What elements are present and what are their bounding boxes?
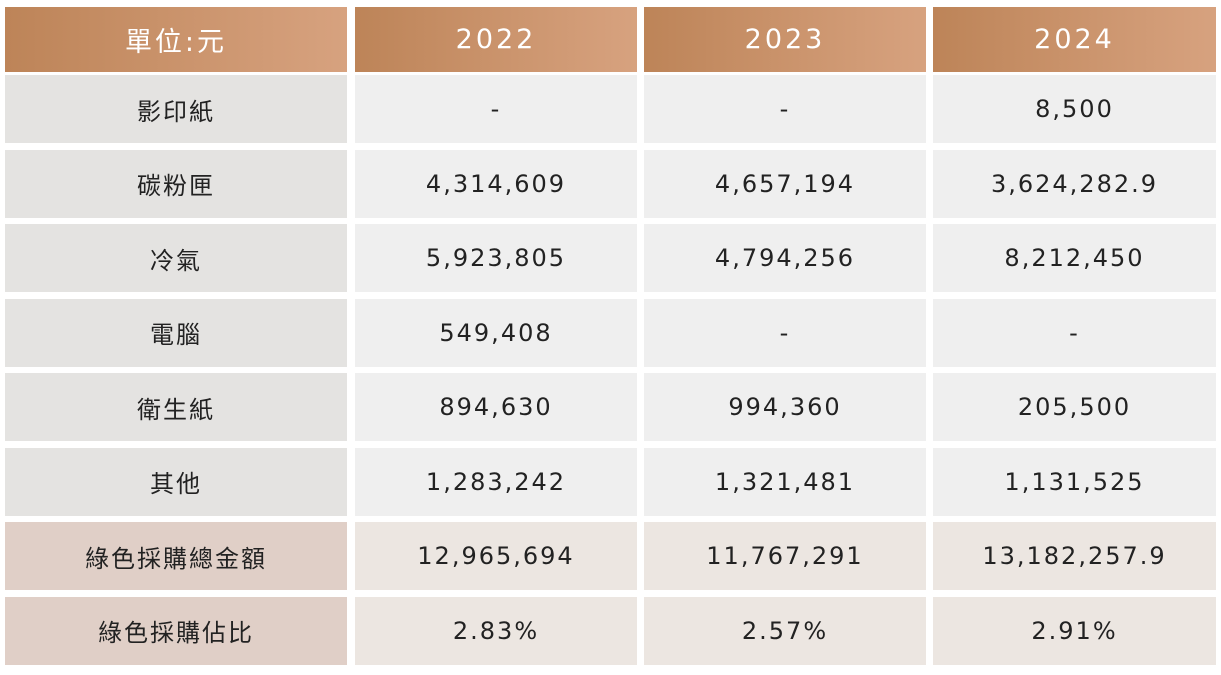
value-cell: 994,360 — [644, 373, 926, 441]
row-label: 影印紙 — [5, 75, 347, 143]
value-cell: 11,767,291 — [644, 522, 926, 590]
value-cell: - — [644, 75, 926, 143]
value-cell: 894,630 — [355, 373, 637, 441]
value-cell: - — [644, 298, 926, 367]
value-cell: 1,131,525 — [933, 447, 1216, 516]
value-cell: 3,624,282.9 — [933, 149, 1216, 218]
row-label: 其他 — [5, 447, 347, 516]
value-cell: 4,657,194 — [644, 149, 926, 218]
value-cell: 8,212,450 — [933, 224, 1216, 292]
value-cell: 8,500 — [933, 75, 1216, 143]
row-label: 綠色採購佔比 — [5, 596, 347, 665]
value-cell: 205,500 — [933, 373, 1216, 441]
row-label: 冷氣 — [5, 224, 347, 292]
value-cell: 2.83% — [355, 596, 637, 665]
row-label: 電腦 — [5, 298, 347, 367]
row-label: 衛生紙 — [5, 373, 347, 441]
value-cell: 4,314,609 — [355, 149, 637, 218]
row-label: 碳粉匣 — [5, 149, 347, 218]
value-cell: 12,965,694 — [355, 522, 637, 590]
value-cell: - — [933, 298, 1216, 367]
header-cell: 2022 — [355, 7, 637, 72]
value-cell: 2.91% — [933, 596, 1216, 665]
value-cell: - — [355, 75, 637, 143]
value-cell: 13,182,257.9 — [933, 522, 1216, 590]
value-cell: 1,321,481 — [644, 447, 926, 516]
header-cell: 單位:元 — [5, 7, 347, 72]
value-cell: 5,923,805 — [355, 224, 637, 292]
value-cell: 4,794,256 — [644, 224, 926, 292]
value-cell: 1,283,242 — [355, 447, 637, 516]
header-cell: 2023 — [644, 7, 926, 72]
row-label: 綠色採購總金額 — [5, 522, 347, 590]
value-cell: 549,408 — [355, 298, 637, 367]
value-cell: 2.57% — [644, 596, 926, 665]
header-cell: 2024 — [933, 7, 1216, 72]
